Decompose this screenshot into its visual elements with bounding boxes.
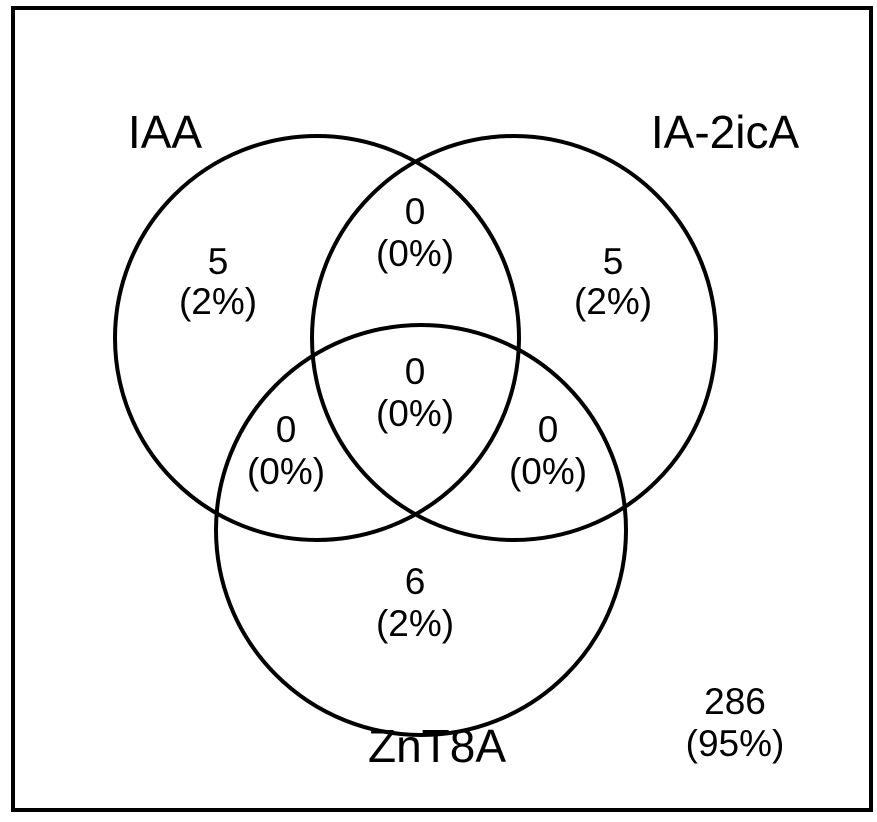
region-percent: (2%) <box>574 281 652 322</box>
region-percent: (0%) <box>509 451 587 492</box>
set-label: IAA <box>128 106 202 158</box>
set-label: IA-2icA <box>651 106 800 158</box>
set-circle <box>113 134 521 542</box>
region-percent: (0%) <box>376 233 454 274</box>
region-count: 0 <box>276 409 297 450</box>
region-percent: (0%) <box>376 393 454 434</box>
frame <box>11 6 873 812</box>
region-count: 286 <box>704 681 766 722</box>
region-count: 0 <box>405 351 426 392</box>
region-percent: (95%) <box>686 723 785 764</box>
set-circle <box>214 323 628 737</box>
region-count: 0 <box>405 191 426 232</box>
region-count: 5 <box>603 241 624 282</box>
region-percent: (0%) <box>247 451 325 492</box>
region-count: 6 <box>405 561 426 602</box>
region-percent: (2%) <box>376 603 454 644</box>
set-circle <box>310 134 718 542</box>
region-count: 0 <box>538 409 559 450</box>
region-percent: (2%) <box>179 281 257 322</box>
set-label: ZnT8A <box>368 720 506 772</box>
region-count: 5 <box>208 241 229 282</box>
